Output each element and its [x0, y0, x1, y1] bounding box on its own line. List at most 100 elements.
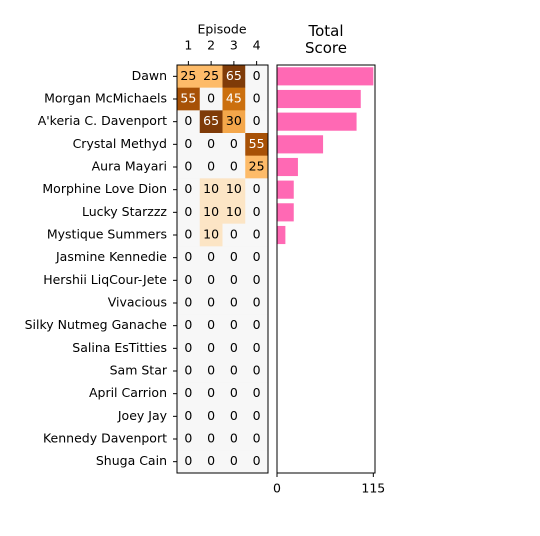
- cell-label: 0: [207, 272, 215, 287]
- y-tick-label: Vivacious: [108, 295, 167, 310]
- cell-label: 0: [184, 204, 192, 219]
- y-tick-label: Shuga Cain: [96, 453, 167, 468]
- heatmap-cell: [222, 155, 246, 179]
- x-tick-label: 0: [273, 481, 281, 496]
- cell-label: 0: [230, 249, 238, 264]
- cell-label: 0: [184, 408, 192, 423]
- bar: [277, 135, 324, 154]
- cell-label: 0: [207, 295, 215, 310]
- heatmap-cell: [177, 427, 201, 451]
- y-tick-label: Hershii LiqCour-Jete: [43, 272, 167, 287]
- cell-label: 0: [230, 136, 238, 151]
- heatmap-cell: [177, 405, 201, 428]
- heatmap-cell: [222, 337, 246, 360]
- cell-label: 0: [230, 227, 238, 242]
- cell-label: 0: [253, 363, 261, 378]
- bar: [277, 89, 361, 109]
- heatmap-cell: [199, 291, 223, 315]
- heatmap-cell: [199, 178, 223, 202]
- bar-frame: [276, 64, 376, 474]
- heatmap-cell: [222, 87, 246, 111]
- heatmap-cell: [199, 133, 223, 156]
- heatmap-cell: [199, 155, 223, 179]
- cell-label: 10: [203, 181, 219, 196]
- heatmap-cell: [177, 382, 201, 406]
- heatmap-cell: [199, 87, 223, 111]
- heatmap-cell: [245, 382, 269, 406]
- cell-label: 0: [253, 91, 261, 106]
- heatmap-cell: [245, 65, 269, 88]
- x-tick-label: 1: [184, 38, 192, 53]
- cell-label: 0: [230, 340, 238, 355]
- cell-label: 0: [230, 159, 238, 174]
- heatmap-cell: [199, 269, 223, 292]
- x-tick-label: 115: [361, 481, 385, 496]
- cell-label: 0: [230, 408, 238, 423]
- bar: [277, 225, 286, 245]
- cell-label: 0: [207, 363, 215, 378]
- cell-label: 0: [184, 363, 192, 378]
- y-tick-label: Aura Mayari: [92, 159, 167, 174]
- heatmap-cell: [222, 246, 246, 270]
- cell-label: 0: [184, 227, 192, 242]
- heatmap-cell: [222, 178, 246, 202]
- cell-label: 25: [203, 68, 219, 83]
- heatmap-cell: [177, 337, 201, 360]
- y-tick-label: Salina EsTitties: [72, 340, 167, 355]
- heatmap-cell: [177, 314, 201, 338]
- y-tick-label: Morgan McMichaels: [44, 91, 167, 106]
- heatmap-cell: [222, 427, 246, 451]
- cell-label: 0: [207, 159, 215, 174]
- cell-label: 0: [230, 363, 238, 378]
- heatmap-cell: [245, 450, 269, 474]
- cell-label: 30: [226, 113, 242, 128]
- cell-label: 25: [180, 68, 196, 83]
- y-tick-label: Dawn: [132, 68, 167, 83]
- cell-label: 0: [253, 249, 261, 264]
- cell-label: 0: [230, 385, 238, 400]
- bar: [277, 203, 294, 222]
- heatmap-frame: [176, 64, 269, 474]
- cell-label: 0: [253, 340, 261, 355]
- cell-label: 0: [207, 91, 215, 106]
- cell-label: 0: [184, 431, 192, 446]
- heatmap-cell: [222, 133, 246, 156]
- cell-label: 0: [184, 136, 192, 151]
- heatmap-cell: [199, 337, 223, 360]
- cell-label: 0: [253, 204, 261, 219]
- cell-label: 0: [207, 317, 215, 332]
- x-tick-label: 3: [230, 38, 238, 53]
- heatmap-cell: [245, 359, 269, 383]
- cell-label: 55: [180, 91, 196, 106]
- heatmap-cell: [245, 269, 269, 292]
- heatmap-cell: [222, 65, 246, 88]
- heatmap-cell: [199, 359, 223, 383]
- heatmap-cell: [245, 246, 269, 270]
- cell-label: 0: [230, 272, 238, 287]
- cell-label: 0: [253, 431, 261, 446]
- cell-label: 0: [184, 113, 192, 128]
- cell-label: 0: [207, 340, 215, 355]
- heatmap-cell: [222, 382, 246, 406]
- heatmap-cell: [199, 223, 223, 247]
- heatmap-cell: [177, 110, 201, 134]
- heatmap-cell: [199, 382, 223, 406]
- heatmap-cell: [245, 314, 269, 338]
- cell-label: 0: [207, 249, 215, 264]
- heatmap-cell: [199, 405, 223, 428]
- heatmap-cell: [199, 246, 223, 270]
- heatmap-cell: [177, 133, 201, 156]
- heatmap-cell: [177, 87, 201, 111]
- heatmap-cell: [177, 246, 201, 270]
- y-tick-label: Sam Star: [110, 363, 168, 378]
- cell-label: 10: [226, 204, 242, 219]
- heatmap-cell: [222, 110, 246, 134]
- cell-label: 0: [253, 113, 261, 128]
- cell-label: 0: [184, 453, 192, 468]
- heatmap-cell: [222, 359, 246, 383]
- y-tick-label: A'keria C. Davenport: [38, 113, 167, 128]
- cell-label: 65: [203, 113, 219, 128]
- cell-label: 55: [249, 136, 265, 151]
